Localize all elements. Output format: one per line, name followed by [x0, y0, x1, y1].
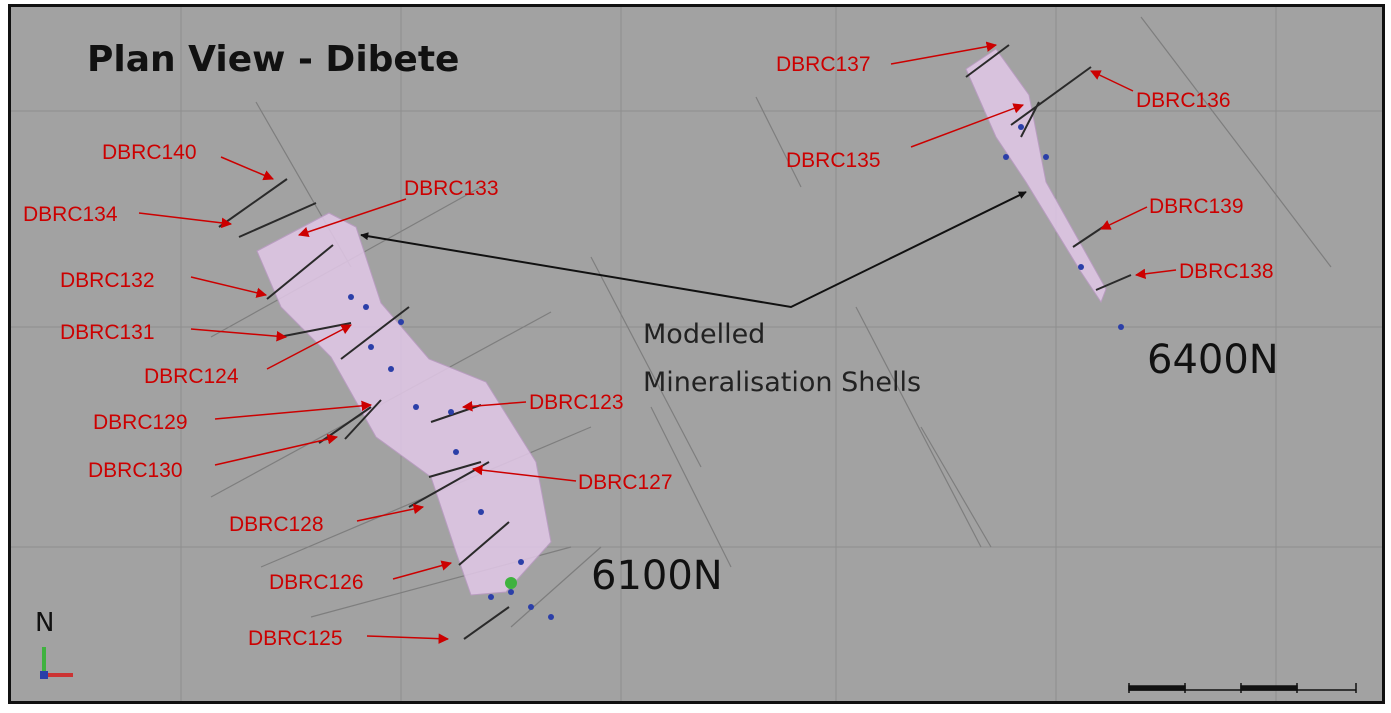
label-dbrc126: DBRC126 — [269, 571, 364, 594]
label-dbrc140: DBRC140 — [102, 141, 197, 164]
label-dbrc138: DBRC138 — [1179, 260, 1274, 283]
section-label-6100n: 6100N — [591, 553, 723, 599]
label-dbrc131: DBRC131 — [60, 321, 155, 344]
annotation-line-2: Mineralisation Shells — [643, 367, 921, 398]
shell-6400n — [965, 48, 1107, 304]
scale-bar — [1128, 683, 1357, 693]
sample-points — [348, 124, 1124, 620]
label-dbrc132: DBRC132 — [60, 269, 155, 292]
label-dbrc124: DBRC124 — [144, 365, 239, 388]
shell-6100n — [256, 212, 552, 596]
label-dbrc134: DBRC134 — [23, 203, 118, 226]
north-label: N — [35, 608, 54, 638]
label-dbrc129: DBRC129 — [93, 411, 188, 434]
label-dbrc133: DBRC133 — [404, 177, 499, 200]
label-dbrc125: DBRC125 — [248, 627, 343, 650]
grid — [11, 7, 1382, 701]
map-canvas: Plan View - Dibete Modelled Mineralisati… — [11, 7, 1382, 701]
plan-view-map: Plan View - Dibete Modelled Mineralisati… — [8, 4, 1385, 704]
section-label-6400n: 6400N — [1147, 337, 1279, 383]
label-dbrc130: DBRC130 — [88, 459, 183, 482]
north-arrow: N — [35, 608, 73, 679]
label-dbrc123: DBRC123 — [529, 391, 624, 414]
annotation-line-1: Modelled — [643, 319, 765, 350]
green-marker — [505, 577, 517, 589]
label-dbrc135: DBRC135 — [786, 149, 881, 172]
label-dbrc127: DBRC127 — [578, 471, 673, 494]
label-dbrc137: DBRC137 — [776, 53, 871, 76]
drillhole-labels: DBRC137 DBRC136 DBRC135 DBRC139 DBRC138 … — [23, 41, 1274, 650]
label-dbrc128: DBRC128 — [229, 513, 324, 536]
map-title: Plan View - Dibete — [87, 39, 459, 80]
mineralisation-shells — [256, 48, 1107, 596]
shell-pointer-arrows — [360, 191, 1027, 309]
label-dbrc139: DBRC139 — [1149, 195, 1244, 218]
label-dbrc136: DBRC136 — [1136, 89, 1231, 112]
